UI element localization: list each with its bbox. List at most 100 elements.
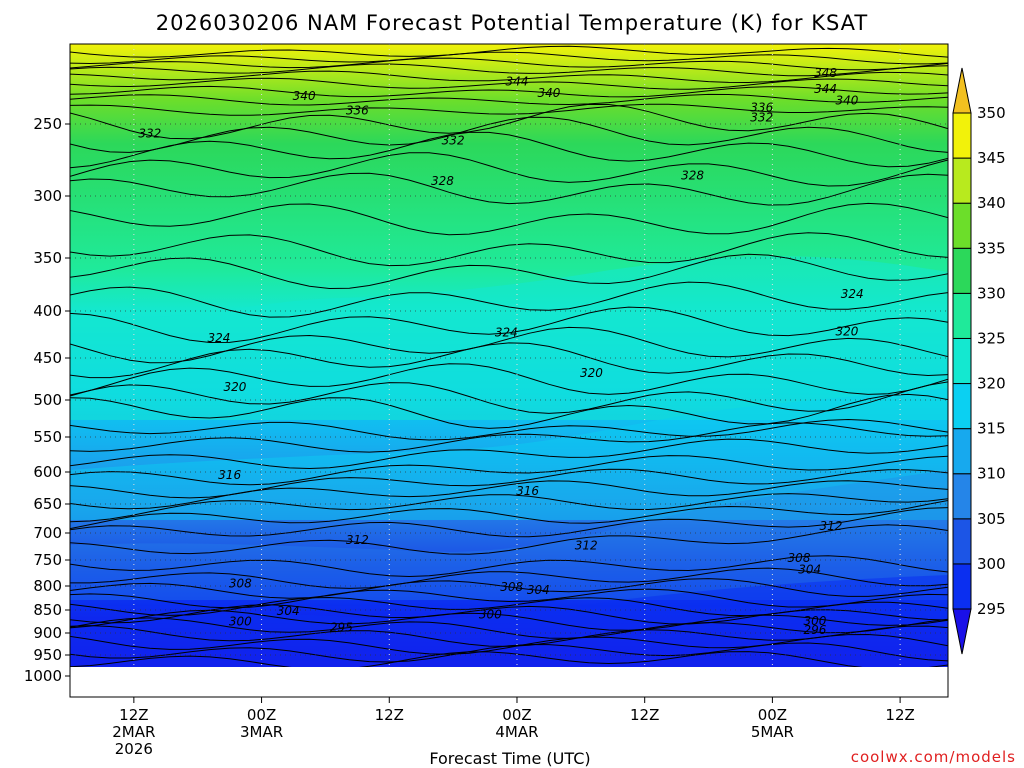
colorbar-segment: [952, 157, 972, 204]
contour-label: 304: [798, 562, 821, 576]
contour-label: 320: [580, 366, 603, 380]
colorbar-arrow-low: [952, 608, 972, 655]
isentrope-line: [70, 253, 948, 290]
x-tick-label: 00Z: [502, 706, 531, 724]
isentrope-line: [70, 480, 948, 510]
y-tick-label: 350: [33, 249, 62, 267]
colorbar-label: 350: [977, 104, 1006, 122]
y-tick-label: 650: [33, 495, 62, 513]
contour-label: 328: [681, 168, 704, 182]
isentrope-line: [70, 342, 948, 379]
isentrope-line: [70, 493, 948, 523]
isentrope-line: [70, 422, 948, 453]
isentrope-line: [70, 172, 948, 206]
colorbar-segment: [952, 337, 972, 385]
isentrope-line: [70, 555, 948, 578]
isentrope-line: [70, 70, 948, 84]
colorbar-segment: [952, 383, 972, 430]
isentrope-line: [70, 578, 948, 599]
contour-lines: [70, 45, 948, 667]
colorbar-segment: [952, 292, 972, 339]
isentrope-line: [70, 567, 948, 589]
isentrope-line: [70, 85, 948, 98]
colorbar-label: 305: [977, 510, 1006, 528]
x-tick-label: 12Z: [375, 706, 404, 724]
contour-label: 320: [224, 380, 247, 394]
field-band-cyan-upper: [70, 256, 948, 420]
colorbar-label: 295: [977, 600, 1006, 618]
contour-label: 332: [138, 127, 161, 141]
colorbar-label: 300: [977, 555, 1006, 573]
contour-label: 300: [229, 614, 252, 628]
ground-surface: [70, 667, 948, 697]
contour-label: 344: [814, 82, 837, 96]
y-tick-label: 550: [33, 428, 62, 446]
isentrope-line: [70, 455, 948, 486]
colorbar-label: 335: [977, 239, 1006, 257]
x-tick-label: 00Z: [247, 706, 276, 724]
isentrope-line: [70, 131, 948, 169]
y-tick-label: 300: [33, 187, 62, 205]
plot-frame: [69, 43, 949, 698]
field-band-deep-blue: [70, 575, 948, 667]
colorbar-label: 325: [977, 329, 1006, 347]
credit-text: coolwx.com/models: [851, 748, 1016, 766]
colorbar-label: 315: [977, 420, 1006, 438]
isentrope-line: [70, 651, 948, 667]
contour-label: 312: [575, 539, 598, 553]
contour-label: 340: [835, 93, 858, 107]
colorbar: 295 300 305 310 315 320 325 330 335 340 345 350: [952, 67, 1006, 655]
isentrope-line: [70, 116, 948, 153]
x-tick-label: 12Z: [119, 706, 148, 724]
isentrope-line: [70, 57, 948, 71]
contour-label: 340: [537, 86, 560, 100]
y-tick-label: 700: [33, 524, 62, 542]
contour-label: 328: [431, 174, 454, 188]
x-tick-label: 12Z: [885, 706, 914, 724]
contour-label: 324: [495, 326, 518, 340]
contour-label: 316: [218, 468, 241, 482]
colorbar-label: 320: [977, 375, 1006, 393]
colorbar-segment: [952, 563, 972, 610]
colorbar-label: 345: [977, 149, 1006, 167]
colorbar-segment: [952, 428, 972, 475]
isentrope-line: [70, 45, 948, 58]
isentrope-line: [70, 642, 948, 663]
contour-label: 300: [804, 614, 827, 628]
contour-label: 344: [506, 75, 529, 89]
contour-label: 300: [479, 607, 502, 621]
isentrope-line: [70, 524, 948, 555]
colorbar-segment: [952, 473, 972, 520]
isentrope-line: [70, 604, 948, 625]
isentrope-line: [70, 93, 948, 106]
y-tick-label: 750: [33, 551, 62, 569]
x-tick-date: 5MAR: [751, 723, 794, 741]
y-tick-label: 800: [33, 577, 62, 595]
x-tick-date: 3MAR: [240, 723, 283, 741]
isentrope-line: [70, 281, 948, 318]
contour-label: 312: [346, 533, 369, 547]
y-tick-label: 1000: [24, 667, 62, 685]
isentrope-line: [70, 500, 948, 530]
contour-label: 304: [527, 583, 550, 597]
isentrope-line: [70, 617, 948, 639]
isentrope-line: [70, 381, 948, 414]
contour-label: 308: [788, 551, 811, 565]
isentrope-line: [70, 507, 948, 538]
colorbar-segment: [952, 518, 972, 565]
colorbar-label: 340: [977, 194, 1006, 212]
isentrope-line: [70, 596, 948, 617]
isentrope-line: [70, 633, 948, 655]
contour-label: 340: [293, 89, 316, 103]
colorbar-segment: [952, 202, 972, 249]
y-tick-label: 600: [33, 463, 62, 481]
isentrope-line: [70, 306, 948, 344]
contour-label: 320: [835, 325, 858, 339]
isentrope-line: [70, 609, 948, 631]
colorbar-label: 330: [977, 284, 1006, 302]
isentrope-line: [70, 51, 948, 65]
contour-label: 324: [208, 331, 231, 345]
chart-title: 2026030206 NAM Forecast Potential Temper…: [156, 11, 869, 35]
colorbar-arrow-high: [952, 67, 972, 114]
